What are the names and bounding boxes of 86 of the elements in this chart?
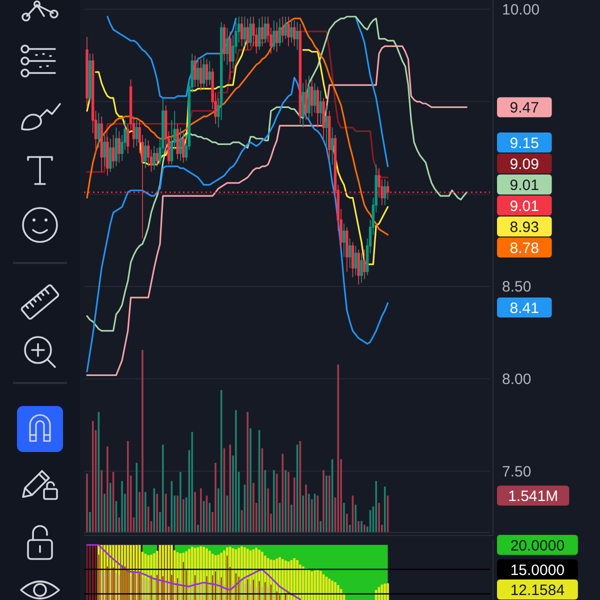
label-tag: 12.1584: [497, 580, 578, 600]
candlestick: [249, 16, 252, 47]
candlestick: [296, 22, 299, 50]
candlestick: [313, 82, 316, 114]
candlestick: [298, 24, 302, 124]
candlestick: [316, 86, 320, 128]
candlestick: [103, 132, 106, 167]
candlestick: [264, 16, 266, 43]
candlestick: [135, 120, 138, 146]
candlestick: [106, 136, 109, 176]
candlestick: [246, 18, 249, 50]
candlestick: [196, 56, 200, 88]
label-tag: 9.01: [497, 174, 552, 194]
candlestick: [308, 75, 310, 121]
candlestick: [260, 16, 264, 47]
line-series: [86, 544, 301, 600]
candlestick: [342, 223, 346, 258]
candlestick: [97, 112, 100, 148]
ref-line-label: 9.01: [510, 198, 539, 215]
candlestick: [179, 127, 182, 162]
candlestick: [202, 56, 206, 90]
candlestick: [240, 16, 244, 47]
label-tag: 1.541M: [497, 486, 570, 506]
label-tag: 8.93: [497, 216, 552, 236]
candlestick: [304, 79, 308, 121]
label-tag: 9.47: [497, 97, 552, 118]
y-tick-label: 7.50: [502, 464, 532, 481]
y-tick-label: 20.0000: [510, 537, 565, 554]
label-tag: 9.15: [497, 132, 552, 152]
candlestick: [328, 110, 331, 162]
candlestick: [88, 53, 92, 102]
label-tag: 8.78: [497, 237, 552, 258]
candlestick: [118, 130, 120, 164]
candlestick: [208, 60, 212, 86]
candlestick: [86, 36, 88, 108]
candlestick: [322, 98, 325, 140]
candlestick: [290, 18, 293, 43]
candlestick: [205, 58, 208, 88]
candlestick: [357, 249, 360, 286]
candlestick: [182, 130, 185, 164]
candlestick: [243, 16, 246, 47]
candlestick: [354, 245, 358, 276]
candlestick: [384, 178, 386, 206]
y-tick-label: 8.50: [502, 278, 532, 296]
candlestick: [310, 79, 314, 117]
candlestick: [194, 55, 196, 88]
candlestick: [292, 20, 296, 47]
candlestick: [281, 16, 284, 43]
candlestick: [144, 138, 147, 169]
candlestick: [346, 226, 348, 272]
y-tick-label: 15.0000: [510, 562, 565, 579]
candlestick: [112, 134, 115, 169]
label-tag: 8.41: [497, 297, 552, 318]
candlestick: [287, 16, 290, 47]
candlestick: [200, 58, 202, 92]
candlestick: [360, 252, 363, 284]
label-tag: 15.0000: [497, 559, 578, 580]
candlestick: [330, 127, 334, 165]
candlestick: [176, 123, 179, 160]
label-tag: 9.01: [497, 196, 552, 216]
y-tick-label: 8.00: [502, 371, 532, 388]
candlestick: [278, 18, 282, 47]
candlestick: [222, 24, 226, 62]
candlestick: [348, 238, 352, 268]
candlestick: [152, 146, 156, 170]
candlestick: [109, 138, 112, 172]
candlestick: [284, 16, 287, 40]
candlestick: [351, 242, 354, 278]
y-tick-label: 10.00: [502, 1, 540, 18]
candlestick: [325, 104, 328, 146]
candlestick: [156, 147, 158, 167]
candlestick: [114, 127, 118, 167]
candlestick: [275, 22, 278, 52]
candlestick: [100, 116, 103, 172]
candlestick: [363, 249, 366, 280]
candlestick: [258, 18, 261, 50]
candlestick: [319, 90, 322, 124]
candlestick: [272, 20, 276, 50]
line-series: [86, 76, 389, 372]
candlestick: [226, 27, 229, 66]
candlestick: [302, 82, 304, 128]
label-tag: 20.0000: [497, 534, 578, 555]
line-series: [86, 45, 468, 376]
candlestick: [228, 30, 232, 80]
line-series: [86, 16, 468, 332]
label-tag: 9.09: [497, 154, 552, 174]
